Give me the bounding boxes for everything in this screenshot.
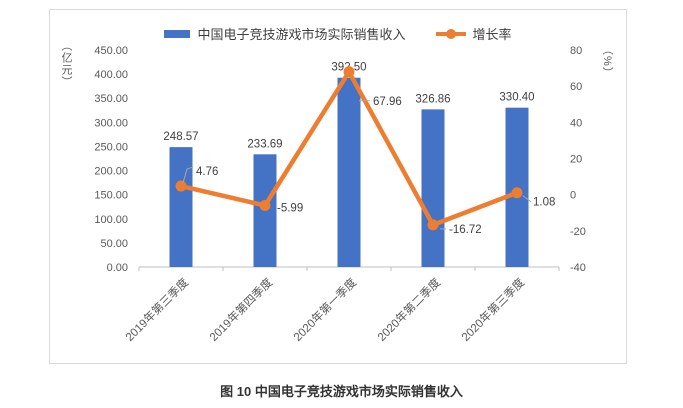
line-marker-dot-icon bbox=[445, 28, 456, 39]
legend-item-growth: 增长率 bbox=[435, 24, 512, 43]
growth-value-label: -16.72 bbox=[449, 224, 482, 236]
growth-value-label: -5.99 bbox=[277, 202, 303, 214]
x-axis-category-label: 2019年第三季度 bbox=[122, 275, 191, 344]
revenue-bar bbox=[421, 109, 445, 267]
growth-point-marker bbox=[511, 187, 523, 199]
growth-value-label: 1.08 bbox=[533, 197, 555, 209]
left-axis-tick-label: 350.00 bbox=[94, 93, 128, 105]
left-axis-tick-label: 400.00 bbox=[94, 69, 128, 81]
line-series-swatch-icon bbox=[435, 28, 466, 39]
right-axis-tick-label: -20 bbox=[570, 226, 586, 238]
left-axis-tick-label: 250.00 bbox=[94, 141, 128, 153]
revenue-value-label: 248.57 bbox=[163, 131, 198, 143]
left-axis-tick-label: 450.00 bbox=[94, 45, 128, 57]
left-axis-tick-label: 100.00 bbox=[94, 214, 128, 226]
combo-chart-plot: 450.00400.00350.00300.00250.00200.00150.… bbox=[94, 45, 586, 344]
left-axis-tick-label: 200.00 bbox=[94, 166, 128, 178]
left-axis-tick-label: 0.00 bbox=[107, 262, 128, 274]
bar-series-swatch-icon bbox=[164, 29, 191, 38]
growth-label-leader-line bbox=[522, 195, 532, 203]
left-axis-tick-label: 300.00 bbox=[94, 117, 128, 129]
right-axis-tick-label: 0 bbox=[570, 190, 576, 202]
left-axis-tick-label: 150.00 bbox=[94, 190, 128, 202]
growth-value-label: 4.76 bbox=[196, 166, 218, 178]
primary-axis-title: （亿元） bbox=[60, 40, 72, 88]
growth-value-label: 67.96 bbox=[373, 96, 402, 108]
revenue-value-label: 330.40 bbox=[499, 92, 534, 104]
x-axis-category-label: 2020年第三季度 bbox=[458, 275, 527, 344]
right-axis-tick-label: 60 bbox=[570, 81, 582, 93]
left-axis-tick-label: 50.00 bbox=[100, 238, 128, 250]
figure-caption: 图 10 中国电子竞技游戏市场实际销售收入 bbox=[220, 384, 463, 399]
secondary-axis-title: （%） bbox=[601, 44, 613, 79]
right-axis-tick-label: 20 bbox=[570, 154, 582, 166]
revenue-bar bbox=[337, 77, 361, 267]
chart-area: 中国电子竞技游戏市场实际销售收入 增长率 （亿元） （%） 450.00 400.… bbox=[49, 9, 627, 364]
legend-label-growth: 增长率 bbox=[472, 27, 512, 42]
x-axis-category-label: 2020年第一季度 bbox=[290, 275, 359, 344]
revenue-value-label: 326.86 bbox=[415, 93, 450, 105]
right-axis-tick-label: 80 bbox=[570, 45, 582, 57]
x-axis-category-label: 2019年第四季度 bbox=[206, 275, 275, 344]
revenue-bar bbox=[169, 147, 193, 267]
x-axis-category-label: 2020年第二季度 bbox=[374, 275, 443, 344]
revenue-value-label: 233.69 bbox=[247, 138, 282, 150]
legend-label-revenue: 中国电子竞技游戏市场实际销售收入 bbox=[197, 27, 406, 42]
right-axis-tick-label: 40 bbox=[570, 117, 582, 129]
growth-point-marker bbox=[343, 66, 355, 78]
growth-label-leader-line bbox=[182, 166, 194, 184]
right-axis-tick-label: -40 bbox=[570, 262, 586, 274]
growth-point-marker bbox=[427, 219, 439, 231]
chart-legend: 中国电子竞技游戏市场实际销售收入 增长率 bbox=[50, 24, 626, 43]
growth-point-marker bbox=[259, 199, 271, 211]
growth-point-marker bbox=[175, 180, 187, 192]
legend-item-revenue: 中国电子竞技游戏市场实际销售收入 bbox=[164, 24, 406, 43]
